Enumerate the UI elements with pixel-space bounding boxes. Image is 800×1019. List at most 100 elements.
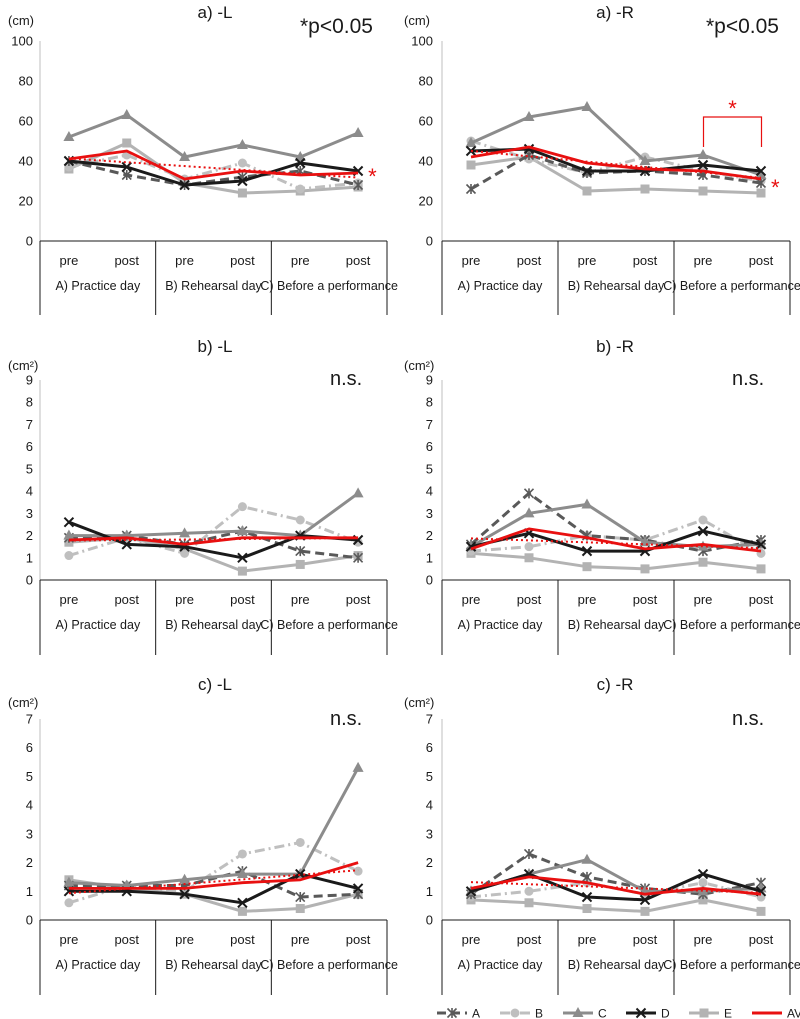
point-a — [121, 169, 132, 181]
point-a — [581, 871, 593, 882]
series-line-d — [470, 872, 762, 902]
y-tick-label: 1 — [26, 884, 33, 899]
point-b — [237, 158, 247, 168]
x-group-label: A) Practice day — [458, 279, 544, 293]
av-trend-line — [470, 149, 762, 179]
chart-title: c) -L — [198, 675, 232, 694]
x-tick-label: pre — [462, 592, 481, 607]
x-tick-label: post — [749, 932, 774, 947]
y-tick-label: 20 — [19, 194, 33, 209]
legend-marker — [635, 1007, 647, 1019]
point-e — [698, 557, 708, 567]
point-a — [755, 177, 767, 189]
legend-label: A — [472, 1007, 480, 1019]
point-c — [581, 498, 593, 509]
av-trend-line — [68, 157, 359, 179]
significance-label: n.s. — [732, 368, 764, 390]
point-c — [179, 151, 191, 161]
legend-label: D — [661, 1007, 670, 1019]
point-b — [64, 898, 74, 908]
point-d — [697, 159, 709, 171]
x-tick-label: pre — [291, 592, 310, 607]
point-e — [756, 188, 766, 198]
y-tick-label: 5 — [426, 769, 433, 784]
x-group-label: A) Practice day — [458, 958, 544, 972]
x-tick-label: post — [230, 253, 255, 268]
x-tick-label: post — [517, 253, 542, 268]
y-tick-label: 7 — [26, 712, 33, 727]
point-e — [466, 160, 476, 170]
point-c — [236, 139, 248, 149]
y-tick-label: 0 — [426, 913, 433, 928]
point-a — [465, 183, 477, 195]
x-tick-label: post — [230, 592, 255, 607]
series-line-b — [68, 153, 359, 191]
point-d — [121, 539, 132, 550]
point-b — [180, 548, 190, 558]
point-e — [237, 906, 247, 916]
x-tick-label: pre — [60, 932, 79, 947]
point-b — [295, 184, 305, 194]
series-line-d — [68, 159, 359, 187]
series-line-c — [68, 113, 359, 159]
x-group-label: B) Rehearsal day — [568, 958, 665, 972]
y-tick-label: 0 — [26, 913, 33, 928]
x-tick-label: post — [633, 592, 658, 607]
av-trend-line — [470, 537, 762, 550]
x-tick-label: post — [114, 253, 139, 268]
point-d — [523, 143, 535, 155]
legend-label: E — [724, 1007, 732, 1019]
chart-title: c) -R — [597, 675, 634, 694]
point-e — [582, 904, 592, 914]
point-d — [755, 539, 767, 550]
point-c — [352, 127, 364, 137]
point-e — [640, 906, 650, 916]
y-axis-unit: (cm) — [404, 13, 430, 28]
x-tick-label: pre — [578, 253, 597, 268]
series-line-a — [470, 491, 762, 553]
legend-marker — [572, 1007, 584, 1017]
av-trend-line — [68, 869, 359, 895]
series-line-av — [470, 145, 762, 181]
y-tick-label: 5 — [426, 461, 433, 476]
y-tick-label: 80 — [419, 74, 433, 89]
y-tick-label: 6 — [426, 439, 433, 454]
x-tick-label: post — [633, 932, 658, 947]
x-tick-label: pre — [175, 592, 194, 607]
x-group-label: C) Before a performance — [260, 958, 398, 972]
point-a — [353, 179, 364, 191]
y-tick-label: 0 — [426, 573, 433, 588]
point-e — [237, 188, 247, 198]
y-tick-label: 60 — [419, 114, 433, 129]
x-tick-label: pre — [462, 253, 481, 268]
x-tick-label: post — [749, 592, 774, 607]
point-c — [352, 487, 364, 498]
point-a — [523, 848, 535, 860]
x-tick-label: post — [346, 592, 371, 607]
significance-asterisk: * — [368, 164, 377, 189]
point-c — [523, 507, 535, 518]
point-d — [755, 165, 767, 177]
x-group-label: A) Practice day — [458, 618, 544, 632]
series-line-b — [68, 505, 359, 558]
y-tick-label: 4 — [26, 484, 33, 499]
point-a — [353, 552, 364, 563]
significance-label: *p<0.05 — [300, 15, 373, 38]
point-b — [524, 886, 534, 896]
point-d — [121, 161, 132, 173]
x-tick-label: pre — [694, 253, 713, 268]
point-d — [237, 175, 248, 187]
y-tick-label: 3 — [26, 826, 33, 841]
chart-title: a) -R — [596, 3, 634, 22]
y-tick-label: 1 — [426, 884, 433, 899]
point-d — [237, 897, 248, 908]
series-line-c — [68, 767, 360, 887]
point-c — [294, 151, 306, 161]
y-tick-label: 40 — [19, 154, 33, 169]
y-tick-label: 3 — [426, 506, 433, 521]
y-tick-label: 9 — [426, 373, 433, 388]
y-axis-unit: (cm) — [8, 13, 34, 28]
y-tick-label: 2 — [426, 855, 433, 870]
point-c — [755, 169, 767, 179]
series-line-c — [68, 492, 359, 538]
